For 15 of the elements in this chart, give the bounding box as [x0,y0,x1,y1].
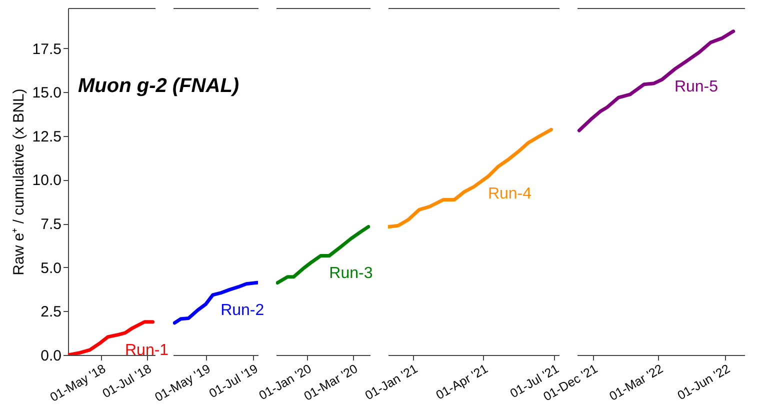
y-tick-label: 10.0 [32,172,62,190]
annotation: Run-1 [125,342,169,359]
y-tick-label: 2.5 [40,304,62,321]
y-tick-label: 12.5 [32,128,62,146]
annotation: Run-4 [488,186,532,203]
y-tick-label: 0.0 [40,348,62,364]
annotation: Run-5 [674,78,718,96]
y-tick-label: 7.5 [40,216,62,234]
text: Muon g-2 (FNAL) [78,75,240,97]
y-tick-label: 17.5 [32,40,62,58]
annotation: Run-3 [329,264,373,282]
y-axis-title: Raw e⁺ / cumulative (x BNL) [10,88,28,276]
y-tick-label: 5.0 [40,260,62,277]
y-tick-label: 15.0 [32,84,62,102]
annotation: Run-2 [220,302,264,319]
